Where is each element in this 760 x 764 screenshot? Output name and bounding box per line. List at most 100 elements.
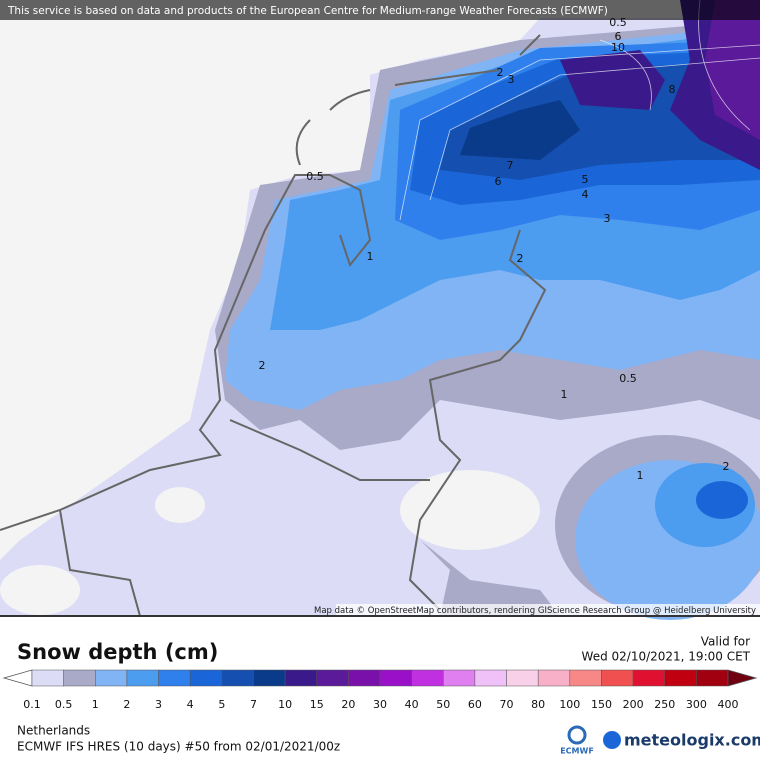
legend-level: 1 — [92, 698, 99, 711]
snow-10 — [560, 50, 665, 110]
legend-swatch — [664, 669, 697, 687]
contour-label: 6 — [615, 30, 622, 43]
contour-label: 1 — [637, 469, 644, 482]
legend-swatch — [63, 669, 96, 687]
legend-swatch — [411, 669, 444, 687]
legend-swatch — [284, 669, 317, 687]
banner: This service is based on data and produc… — [7, 5, 608, 17]
contour-label: 0.5 — [609, 16, 627, 29]
ecmwf-text: ECMWF — [560, 747, 594, 756]
legend-swatch — [95, 669, 128, 687]
legend-swatch — [506, 669, 539, 687]
legend-swatch — [158, 669, 191, 687]
legend-swatch — [189, 669, 223, 687]
legend-swatch — [31, 669, 64, 687]
contour-label: 7 — [507, 159, 514, 172]
contour-label: 0.5 — [619, 372, 637, 385]
legend-swatch — [379, 669, 412, 687]
contour-label: 2 — [517, 252, 524, 265]
brand: meteologix.com — [624, 731, 760, 750]
legend-level: 80 — [531, 698, 545, 711]
title: Snow depth (cm) — [17, 640, 218, 664]
ecmwf-logo: ECMWF — [560, 725, 594, 756]
snow-free-patch — [155, 487, 205, 523]
contour-label: 8 — [669, 83, 676, 96]
legend-swatch — [443, 669, 476, 687]
contour-line — [599, 39, 652, 111]
legend-level: 3 — [155, 698, 162, 711]
legend-swatch — [316, 669, 349, 687]
legend-level: 4 — [187, 698, 194, 711]
legend-level: 7 — [250, 698, 257, 711]
legend-level: 0.5 — [55, 698, 73, 711]
legend-arrow-low — [2, 669, 33, 687]
legend-swatch — [569, 669, 602, 687]
contour-label: 5 — [582, 173, 589, 186]
contour-label: 2 — [723, 460, 730, 473]
map: This service is based on data and produc… — [0, 0, 760, 620]
legend-level: 300 — [686, 698, 707, 711]
region: Netherlands — [17, 724, 90, 738]
legend-level: 100 — [559, 698, 580, 711]
model-run: ECMWF IFS HRES (10 days) #50 from 02/01/… — [17, 740, 340, 754]
contour-label: 0.5 — [306, 170, 324, 183]
legend-swatch — [696, 669, 729, 687]
contour-label: 1 — [367, 250, 374, 263]
snow-15 — [705, 0, 760, 140]
legend-swatch — [348, 669, 381, 687]
contour-line — [429, 57, 760, 201]
legend-level: 0.1 — [23, 698, 41, 711]
ecmwf-icon — [567, 725, 587, 745]
valid-time: Wed 02/10/2021, 19:00 CET — [582, 650, 751, 664]
legend-level: 400 — [718, 698, 739, 711]
legend-arrow-high — [727, 669, 758, 687]
coast — [0, 174, 372, 531]
legend-level: 250 — [654, 698, 675, 711]
contour-label: 3 — [604, 212, 611, 225]
valid-label: Valid for — [701, 635, 750, 649]
legend-level: 70 — [500, 698, 514, 711]
brand-icon — [603, 731, 621, 749]
legend-swatch — [537, 669, 571, 687]
legend-level: 200 — [623, 698, 644, 711]
legend-level: 50 — [436, 698, 450, 711]
snow-0-5 — [420, 540, 560, 616]
coastline — [0, 34, 547, 617]
contour-label: 3 — [508, 73, 515, 86]
legend-level: 60 — [468, 698, 482, 711]
legend-swatch — [253, 669, 286, 687]
snow-free-patch — [400, 470, 540, 550]
border — [59, 509, 141, 617]
legend-swatch — [601, 669, 634, 687]
contour-label: 2 — [497, 66, 504, 79]
contour-label: 2 — [259, 359, 266, 372]
legend-level: 5 — [218, 698, 225, 711]
contour-line — [399, 44, 760, 221]
legend: 0.1 0.5 1 2 3 4 5 7 10 15 20 30 40 50 60 70 80 100 150 200 2… — [2, 669, 758, 711]
snow-7 — [460, 100, 580, 160]
legend-swatch — [632, 669, 665, 687]
legend-level: 2 — [123, 698, 130, 711]
legend-level: 20 — [341, 698, 355, 711]
contour-label: 1 — [561, 388, 568, 401]
legend-level: 150 — [591, 698, 612, 711]
legend-swatch — [221, 669, 254, 687]
attribution-bar — [336, 604, 760, 616]
banner-bar — [0, 0, 760, 20]
contour-label: 10 — [611, 41, 625, 54]
islands — [295, 34, 541, 166]
legend-level: 15 — [310, 698, 324, 711]
contour-label: 4 — [582, 188, 589, 201]
legend-level: 30 — [373, 698, 387, 711]
legend-level: 10 — [278, 698, 292, 711]
legend-level: 40 — [405, 698, 419, 711]
snow-4 — [696, 481, 748, 519]
attribution: Map data © OpenStreetMap contributors, r… — [314, 606, 756, 616]
legend-swatch — [474, 669, 507, 687]
contour-label: 6 — [495, 175, 502, 188]
legend-swatch — [126, 669, 159, 687]
border — [229, 419, 430, 481]
snow-free-patch — [0, 565, 80, 615]
